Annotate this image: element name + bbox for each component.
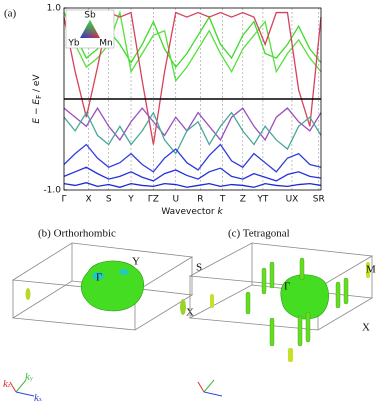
fermi-tube [299, 257, 305, 281]
fermi-tube [366, 262, 370, 278]
panel-title: (b) Orthorhombic [38, 228, 116, 240]
x-tick-label: R [197, 195, 203, 205]
legend-top: Sb [84, 11, 96, 21]
fermi-pocket [280, 274, 329, 320]
x-axis-label: Wavevector k [161, 207, 223, 217]
k-point: Γ [96, 272, 102, 284]
fermi-tube [261, 267, 267, 295]
band [63, 111, 322, 155]
y-label-main: E − E [32, 99, 42, 124]
triad-label: kz [3, 378, 11, 390]
x-tick-label: ΓZ [148, 195, 159, 205]
fermi-tube [269, 317, 275, 347]
legend: Sb Yb Mn [65, 9, 115, 49]
fermi-pocket-inner [92, 272, 104, 280]
x-label-k: k [217, 207, 223, 217]
x-tick-label: SR [313, 195, 325, 205]
axes-triad [197, 379, 223, 397]
fermi-pocket [80, 260, 144, 312]
x-tick-label: Y [127, 195, 134, 205]
plot-frame [63, 7, 322, 191]
fermi-surface-b: Y S Γ X [11, 242, 202, 331]
y-label-sub: F [35, 95, 43, 99]
fermi-tube [269, 261, 275, 289]
panel-title: (c) Tetragonal [228, 228, 290, 240]
x-tick-label: Γ [61, 195, 66, 205]
fermi-tube [288, 348, 293, 362]
x-tick-label: S [106, 195, 112, 205]
triad-sub: x [39, 397, 42, 403]
fermi-pocket-small [25, 288, 31, 300]
x-tick-label: Z [240, 195, 246, 205]
triad-symbol: k [3, 378, 9, 390]
k-point: X [362, 322, 370, 334]
x-tick-label: YT [256, 195, 268, 205]
band-plot: Γ X S Y ΓZ U R T Z YT UX SR 1.0 -1.0 [43, 4, 324, 205]
triad-axis [197, 381, 205, 393]
triad-axis [15, 391, 35, 397]
legend-triangle-overlay [80, 20, 100, 38]
triad-sub: z [8, 383, 11, 389]
fermi-surface-c: M Γ X [188, 242, 376, 362]
k-point: Y [132, 256, 140, 268]
triad-axis [9, 381, 17, 393]
fermi-pocket-small [180, 299, 186, 315]
k-point: S [196, 262, 202, 274]
x-tick-label: X [85, 195, 91, 205]
triad-label: kx [34, 392, 42, 404]
axes-triad: kz ky kx [3, 371, 42, 404]
fermi-tube [335, 281, 341, 309]
band [63, 182, 322, 188]
x-tick-label: U [172, 195, 179, 205]
fermi-tube [245, 291, 251, 315]
fermi-tube [343, 277, 349, 305]
x-tick-label: T [219, 195, 226, 205]
triad-axis [203, 391, 223, 397]
x-tick-label: UX [286, 195, 299, 205]
y-label-unit: / eV [32, 74, 42, 95]
triad-sub: y [30, 376, 33, 382]
figure-label: (a) [4, 8, 17, 20]
band [63, 143, 322, 173]
k-point: M [366, 264, 376, 276]
x-label-text: Wavevector [161, 207, 217, 217]
k-point: Γ [284, 281, 290, 293]
fermi-tube [297, 315, 303, 347]
triad-symbol: k [34, 392, 40, 404]
y-tick-label: -1.0 [43, 186, 61, 196]
band [63, 106, 322, 142]
legend-right: Mn [99, 39, 112, 49]
triad-label: ky [25, 371, 33, 383]
triad-symbol: k [25, 371, 31, 383]
triad-axis [15, 379, 27, 393]
triad-axis [203, 379, 215, 393]
legend-left: Yb [67, 39, 79, 49]
y-axis-label: E − EF / eV [32, 74, 44, 124]
fermi-tube [305, 311, 311, 343]
fermi-pocket-inner [119, 269, 129, 275]
band [63, 166, 322, 182]
y-tick-label: 1.0 [47, 4, 62, 14]
fermi-tube [210, 294, 214, 308]
